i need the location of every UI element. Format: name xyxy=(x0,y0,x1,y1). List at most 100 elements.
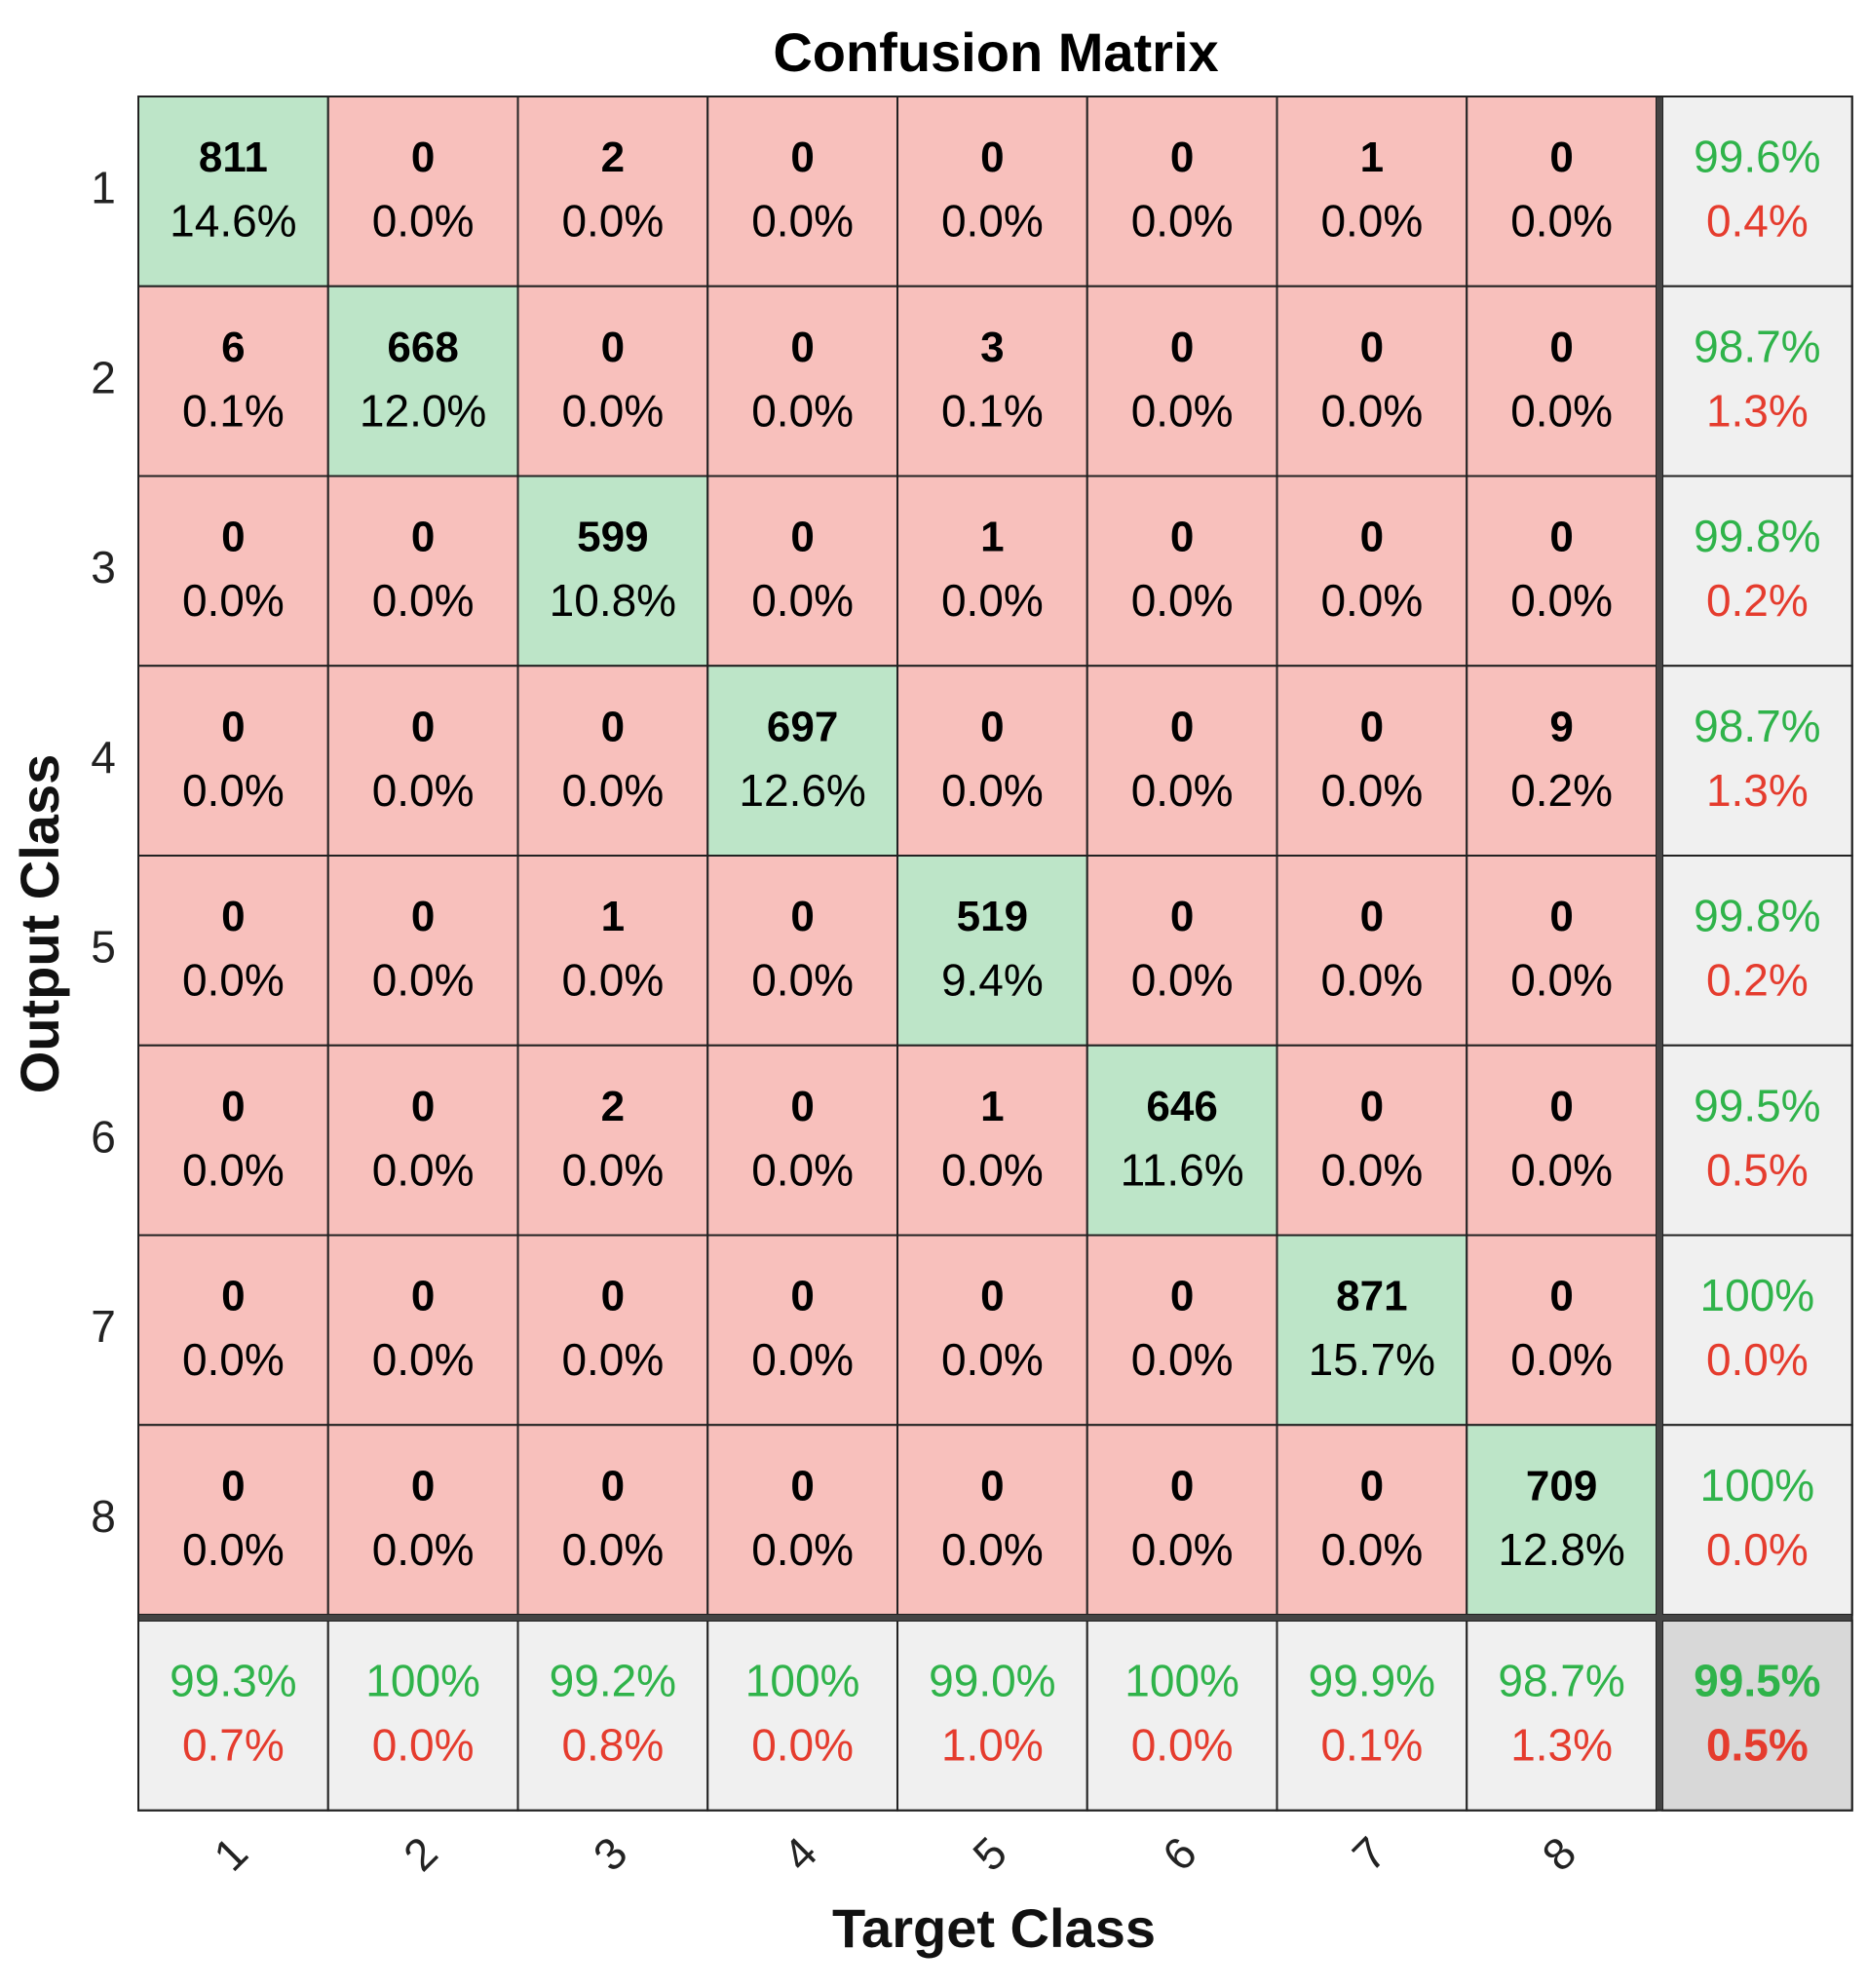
cell-count: 3 xyxy=(980,324,1004,371)
y-tick-label: 3 xyxy=(91,542,116,593)
col-summary-incorrect: 1.3% xyxy=(1510,1720,1613,1771)
col-summary-incorrect: 0.7% xyxy=(182,1720,285,1771)
col-summary-incorrect: 0.8% xyxy=(561,1720,664,1771)
row-summary-incorrect: 0.2% xyxy=(1706,575,1809,626)
col-summary-incorrect: 0.1% xyxy=(1320,1720,1423,1771)
matrix-cell xyxy=(137,665,329,857)
matrix-cell xyxy=(326,855,519,1047)
cell-percent: 0.0% xyxy=(372,955,475,1006)
matrix-cell xyxy=(896,1424,1088,1616)
cell-percent: 0.0% xyxy=(561,765,664,816)
matrix-cell xyxy=(1086,1044,1278,1237)
matrix-cell xyxy=(1466,665,1657,857)
cell-count: 0 xyxy=(1360,703,1384,750)
cell-percent: 0.0% xyxy=(1131,955,1234,1006)
cell-count: 0 xyxy=(411,1462,435,1510)
col-summary-incorrect: 1.0% xyxy=(941,1720,1044,1771)
cell-percent: 12.6% xyxy=(739,765,865,816)
cell-percent: 0.0% xyxy=(941,1334,1044,1385)
matrix-cell xyxy=(896,285,1088,478)
matrix-cell xyxy=(1466,475,1657,668)
cell-count: 0 xyxy=(221,703,245,750)
cell-percent: 0.0% xyxy=(1320,765,1423,816)
matrix-cells: 811 14.6% 0 0.0% 2 0.0% 0 0.0% 0 0.0% 0 0.0% 1 0.0% 0 0… xyxy=(137,96,1853,1812)
matrix-cell xyxy=(896,665,1088,857)
cell-count: 0 xyxy=(411,1273,435,1320)
cell-count: 697 xyxy=(767,703,838,750)
cell-percent: 0.0% xyxy=(1510,196,1613,247)
cell-count: 2 xyxy=(601,1083,625,1130)
x-tick-label: 3 xyxy=(584,1827,637,1881)
cell-count: 0 xyxy=(790,893,814,940)
y-tick-label: 5 xyxy=(91,922,116,973)
cell-percent: 0.0% xyxy=(941,1524,1044,1575)
cell-count: 0 xyxy=(1170,703,1194,750)
row-summary-incorrect: 1.3% xyxy=(1706,385,1809,436)
cell-percent: 0.0% xyxy=(372,1524,475,1575)
row-summary-incorrect: 0.0% xyxy=(1706,1524,1809,1575)
cell-percent: 0.1% xyxy=(941,385,1044,436)
col-summary-correct: 99.2% xyxy=(550,1656,676,1706)
col-summary-incorrect: 0.0% xyxy=(751,1720,854,1771)
matrix-cell xyxy=(706,96,898,287)
matrix-cell xyxy=(706,1424,898,1616)
cell-percent: 12.0% xyxy=(360,385,486,436)
y-tick-label: 1 xyxy=(91,163,116,213)
col-summary-correct: 100% xyxy=(1124,1656,1239,1706)
cell-percent: 0.0% xyxy=(1320,196,1423,247)
cell-percent: 0.0% xyxy=(1320,955,1423,1006)
cell-percent: 0.0% xyxy=(941,765,1044,816)
cell-count: 709 xyxy=(1526,1462,1597,1510)
row-summary-cell xyxy=(1661,855,1853,1047)
row-summary-cell xyxy=(1661,1234,1853,1427)
cell-percent: 0.0% xyxy=(751,955,854,1006)
cell-count: 0 xyxy=(221,514,245,561)
matrix-cell xyxy=(896,1234,1088,1427)
cell-count: 0 xyxy=(221,893,245,940)
y-tick-label: 7 xyxy=(91,1301,116,1352)
row-summary-cell xyxy=(1661,285,1853,478)
cell-percent: 0.0% xyxy=(941,575,1044,626)
cell-percent: 15.7% xyxy=(1309,1334,1435,1385)
matrix-cell xyxy=(1086,96,1278,287)
cell-count: 0 xyxy=(790,1462,814,1510)
matrix-cell xyxy=(706,475,898,668)
cell-percent: 0.0% xyxy=(751,1524,854,1575)
cell-percent: 0.0% xyxy=(561,1524,664,1575)
cell-count: 6 xyxy=(221,324,245,371)
row-summary-correct: 100% xyxy=(1700,1460,1815,1510)
cell-percent: 0.0% xyxy=(941,1144,1044,1195)
cell-percent: 0.0% xyxy=(182,955,285,1006)
matrix-cell xyxy=(137,1234,329,1427)
cell-percent: 0.0% xyxy=(751,385,854,436)
cell-count: 0 xyxy=(790,134,814,181)
cell-percent: 0.0% xyxy=(561,1144,664,1195)
cell-count: 0 xyxy=(790,1083,814,1130)
cell-percent: 0.0% xyxy=(1320,1524,1423,1575)
cell-count: 0 xyxy=(1170,893,1194,940)
cell-count: 0 xyxy=(790,1273,814,1320)
cell-count: 0 xyxy=(1170,134,1194,181)
cell-count: 0 xyxy=(411,703,435,750)
row-summary-correct: 100% xyxy=(1700,1270,1815,1320)
matrix-cell xyxy=(706,1234,898,1427)
cell-count: 0 xyxy=(980,703,1004,750)
cell-percent: 0.0% xyxy=(561,196,664,247)
matrix-cell xyxy=(137,855,329,1047)
row-summary-incorrect: 0.5% xyxy=(1706,1144,1809,1195)
cell-percent: 0.0% xyxy=(372,1334,475,1385)
x-tick-label: 2 xyxy=(394,1827,447,1881)
matrix-cell xyxy=(706,1044,898,1237)
matrix-cell xyxy=(706,285,898,478)
matrix-cell xyxy=(1276,1424,1468,1616)
matrix-cell xyxy=(1276,96,1468,287)
cell-count: 0 xyxy=(980,134,1004,181)
y-tick-label: 8 xyxy=(91,1491,116,1542)
cell-percent: 9.4% xyxy=(941,955,1044,1006)
col-summary-correct: 99.9% xyxy=(1309,1656,1435,1706)
matrix-cell xyxy=(1466,1424,1657,1616)
col-summary-incorrect: 0.0% xyxy=(1131,1720,1234,1771)
cell-percent: 0.0% xyxy=(561,955,664,1006)
matrix-cell xyxy=(1466,1044,1657,1237)
row-summary-correct: 99.5% xyxy=(1694,1080,1820,1130)
